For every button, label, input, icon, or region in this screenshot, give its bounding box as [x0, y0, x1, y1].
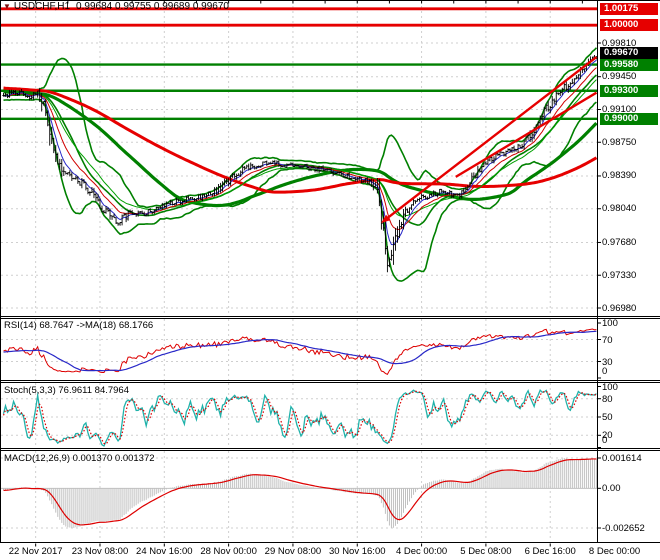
- stoch-axis-label: 100: [602, 381, 618, 393]
- ohlc-values: 0.99684 0.99755 0.99689 0.99670: [76, 1, 229, 12]
- date-axis-label: 23 Nov 08:00: [71, 546, 129, 557]
- macd-axis-label: 0.001614: [602, 453, 642, 464]
- price-level-badge: 0.99670: [600, 46, 658, 59]
- date-axis-label: 4 Dec 00:00: [395, 546, 448, 557]
- price-axis-label: 0.97330: [602, 269, 637, 281]
- price-axis-label: 0.99100: [602, 103, 637, 115]
- date-axis-label: 6 Dec 16:00: [524, 546, 576, 557]
- date-axis-label: 28 Nov 00:00: [200, 546, 257, 557]
- chart-title-bar: ▼ USDCHF,H1 0.99684 0.99755 0.99689 0.9967…: [3, 1, 229, 12]
- symbol-timeframe-label: USDCHF,H1: [13, 1, 71, 12]
- stoch-axis-label: 80: [602, 393, 613, 405]
- price-axis-label: 0.99810: [602, 37, 637, 49]
- price-axis-label: 0.96980: [602, 302, 637, 314]
- price-level-badge: 0.99580: [600, 58, 658, 71]
- price-axis-label: 0.98040: [602, 203, 637, 215]
- macd-indicator-label: MACD(12,26,9) 0.001370 0.001372: [4, 453, 155, 464]
- date-axis-label: 24 Nov 16:00: [136, 546, 193, 557]
- price-level-badge: 1.00175: [600, 2, 658, 15]
- macd-axis-label: 0.00: [602, 483, 621, 495]
- stoch-indicator-label: Stoch(5,3,3) 76.9611 84.7964: [4, 385, 130, 396]
- date-axis-label: 22 Nov 2017: [8, 546, 63, 557]
- stoch-axis-label: 0: [602, 435, 608, 446]
- rsi-indicator-label: RSI(14) 68.7647 ->MA(18) 68.1766: [4, 320, 154, 331]
- rsi-axis-label: 70: [602, 334, 613, 346]
- rsi-axis-label: 30: [602, 356, 613, 368]
- price-level-badge: 0.99000: [600, 112, 658, 125]
- price-axis-label: 0.98390: [602, 170, 637, 182]
- price-level-badge: 0.99300: [600, 84, 658, 97]
- price-axis-label: 0.98750: [602, 136, 637, 148]
- date-axis-label: 30 Nov 16:00: [328, 546, 386, 557]
- date-axis-label: 8 Dec 00:00: [588, 546, 641, 557]
- stoch-axis-label: 50: [602, 412, 613, 423]
- price-level-badge: 1.00000: [600, 19, 658, 32]
- date-axis-label: 29 Nov 08:00: [264, 546, 322, 557]
- symbol-dropdown-icon[interactable]: ▼: [3, 2, 11, 11]
- date-axis-label: 5 Dec 08:00: [460, 546, 512, 557]
- rsi-axis-label: 100: [602, 318, 618, 329]
- stoch-axis-label: 20: [602, 430, 613, 442]
- price-axis-label: 0.97680: [602, 236, 637, 248]
- price-axis-label: 0.99450: [602, 71, 637, 83]
- rsi-axis-label: 0: [602, 366, 608, 377]
- macd-axis-label: -0.002652: [602, 523, 645, 534]
